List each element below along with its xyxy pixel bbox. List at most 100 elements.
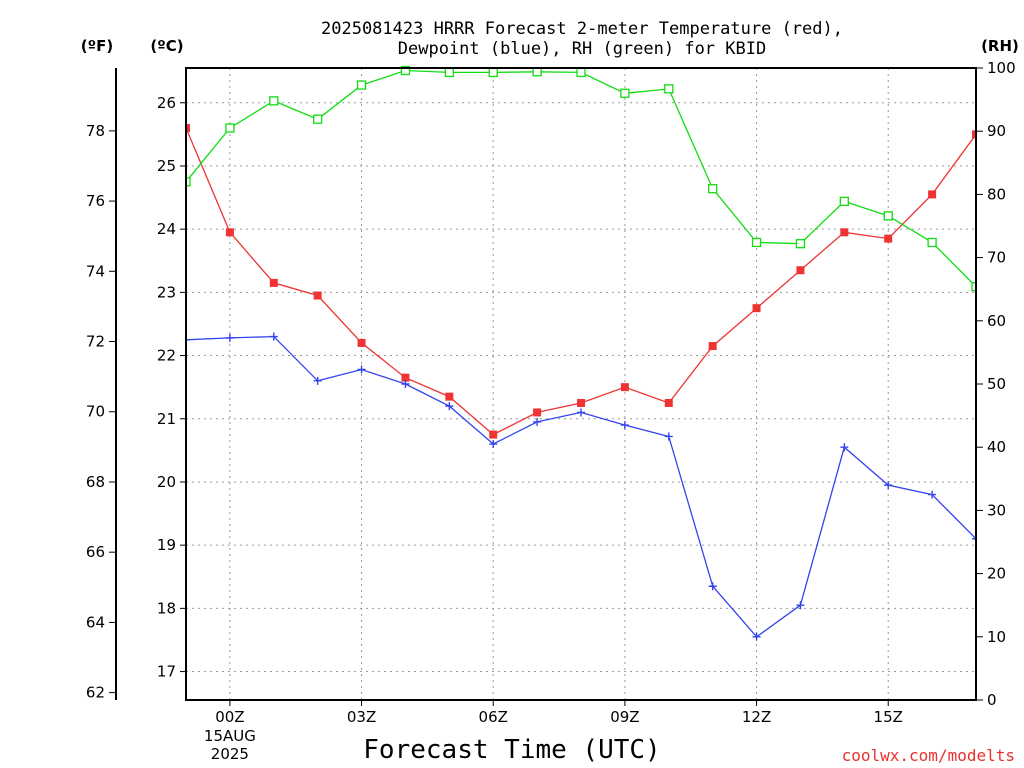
rh-point	[313, 114, 323, 124]
dewpoint-point	[840, 443, 849, 452]
temperature-point	[577, 398, 585, 407]
x-tick-date-label: 15AUG	[204, 727, 256, 745]
dewpoint-line	[186, 335, 976, 638]
temperature-point	[313, 291, 322, 300]
x-tick-label: 06Z	[479, 708, 508, 726]
temperature-point	[664, 398, 673, 407]
fahrenheit-tick-label: 74	[86, 262, 105, 280]
celsius-tick-label: 17	[157, 663, 176, 681]
rh-tick-label: 0	[987, 691, 997, 709]
temperature-point	[928, 190, 937, 199]
celsius-tick-label: 18	[157, 599, 176, 617]
dewpoint-point	[972, 534, 976, 543]
dewpoint-point	[533, 417, 542, 426]
rh-point	[883, 211, 893, 221]
rh-tick-label: 40	[987, 438, 1006, 456]
rh-tick-label: 10	[987, 628, 1006, 646]
temperature-point	[752, 304, 761, 313]
rh-point	[225, 123, 235, 133]
dewpoint-point	[401, 380, 410, 388]
rh-tick-label: 90	[987, 122, 1006, 140]
fahrenheit-tick-label: 64	[86, 613, 105, 631]
x-tick-label: 15Z	[874, 708, 903, 726]
data-series	[186, 65, 976, 641]
rh-point	[444, 67, 454, 78]
rh-line	[186, 69, 976, 288]
dewpoint-point	[708, 582, 717, 591]
rh-tick-label: 80	[987, 185, 1006, 203]
dewpoint-point	[577, 408, 585, 417]
celsius-tick-label: 20	[157, 473, 176, 491]
rh-tick-label: 30	[987, 501, 1006, 519]
dewpoint-point	[186, 335, 190, 344]
dewpoint-point	[620, 421, 629, 430]
temperature-point	[533, 408, 542, 417]
dewpoint-series	[186, 332, 976, 641]
celsius-tick-label: 25	[157, 157, 176, 175]
dewpoint-point	[489, 440, 498, 449]
rh-point	[971, 282, 976, 292]
celsius-tick-label: 24	[157, 220, 176, 238]
rh-point	[708, 184, 718, 194]
rh-tick-label: 20	[987, 565, 1006, 583]
temperature-point	[884, 234, 893, 243]
dewpoint-point	[445, 402, 454, 411]
celsius-tick-label: 19	[157, 536, 176, 554]
rh-tick-label: 60	[987, 312, 1006, 330]
grid-lines	[186, 68, 976, 700]
x-tick-date-label: 2025	[211, 745, 249, 763]
dewpoint-point	[664, 432, 673, 441]
temperature-point	[708, 342, 717, 351]
rh-point	[620, 88, 630, 98]
temperature-point	[357, 338, 366, 347]
rh-point	[795, 239, 806, 249]
rh-point	[356, 80, 367, 90]
rh-point	[664, 84, 674, 94]
temperature-point	[225, 228, 234, 237]
title-line-1: 2025081423 HRRR Forecast 2-meter Tempera…	[321, 19, 843, 39]
fahrenheit-unit-label: (ºF)	[81, 37, 113, 55]
rh-point	[927, 237, 937, 248]
dewpoint-point	[313, 376, 322, 385]
rh-tick-label: 70	[987, 249, 1006, 267]
rh-series	[186, 65, 976, 292]
temperature-point	[972, 130, 976, 139]
fahrenheit-tick-label: 78	[86, 122, 105, 140]
rh-tick-label: 100	[987, 59, 1016, 77]
temperature-point	[445, 392, 454, 401]
temperature-point	[489, 430, 498, 439]
dewpoint-point	[357, 365, 366, 374]
rh-tick-label: 50	[987, 375, 1006, 393]
x-tick-label: 09Z	[610, 708, 639, 726]
temperature-point	[840, 228, 849, 237]
title-line-2: Dewpoint (blue), RH (green) for KBID	[398, 39, 766, 59]
rh-point	[400, 65, 411, 76]
x-tick-label: 00Z	[215, 708, 244, 726]
celsius-tick-label: 23	[157, 283, 176, 301]
rh-point	[269, 96, 279, 106]
credit-label: coolwx.com/modelts	[842, 746, 1015, 765]
dewpoint-point	[884, 481, 893, 490]
rh-point	[576, 67, 586, 78]
fahrenheit-tick-label: 62	[86, 684, 105, 702]
x-tick-label: 12Z	[742, 708, 771, 726]
rh-point	[751, 237, 762, 248]
temperature-point	[269, 278, 278, 287]
rh-unit-label: (RH)	[981, 37, 1019, 55]
x-axis-title: Forecast Time (UTC)	[363, 735, 660, 765]
dewpoint-point	[225, 333, 234, 342]
temperature-point	[796, 266, 805, 275]
temperature-line	[186, 127, 976, 436]
rh-point	[186, 177, 191, 187]
celsius-unit-label: (ºC)	[150, 37, 183, 55]
rh-point	[839, 196, 849, 207]
fahrenheit-tick-label: 68	[86, 473, 105, 491]
dewpoint-point	[269, 332, 278, 341]
celsius-tick-label: 22	[157, 347, 176, 365]
dewpoint-point	[796, 601, 805, 610]
temperature-point	[401, 373, 410, 382]
fahrenheit-tick-label: 72	[86, 333, 105, 351]
plot-frame	[185, 67, 977, 701]
temperature-series	[186, 124, 976, 439]
